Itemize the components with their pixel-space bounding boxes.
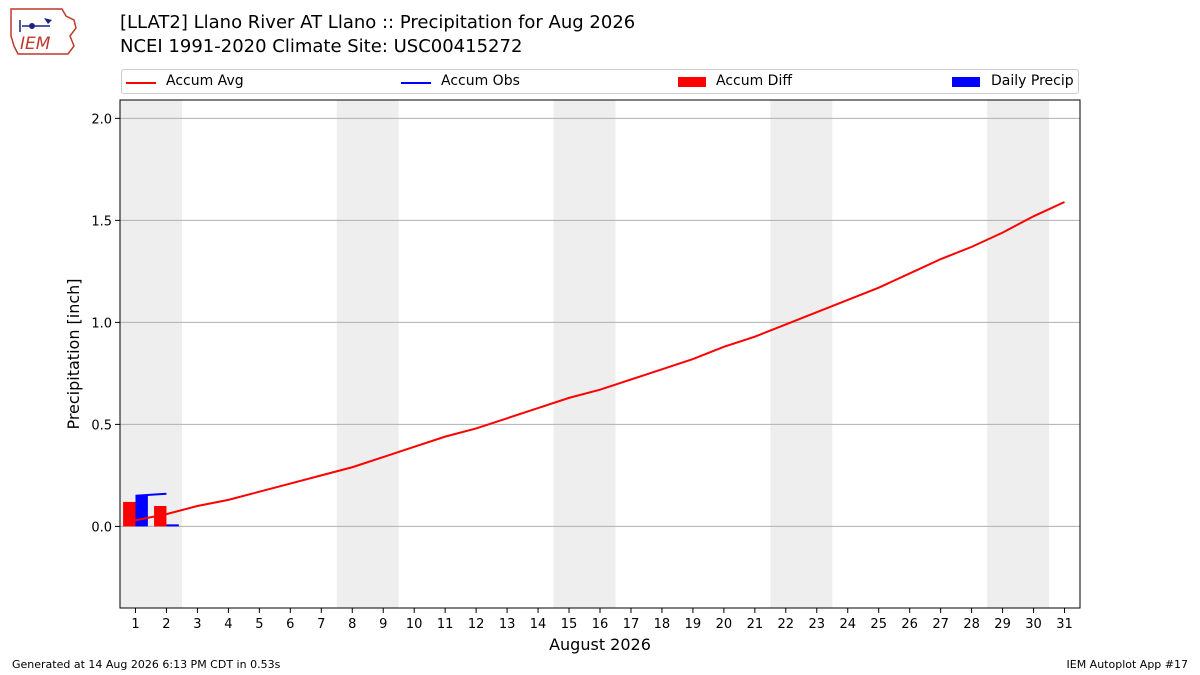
- legend-swatch-accum-avg: [126, 82, 156, 84]
- x-tick-label: 18: [654, 617, 671, 632]
- x-tick-label: 14: [530, 617, 547, 632]
- x-tick-label: 12: [468, 617, 485, 632]
- legend-label-accum-obs: Accum Obs: [441, 73, 520, 89]
- x-tick-label: 13: [499, 617, 516, 632]
- x-tick-label: 16: [592, 617, 609, 632]
- y-tick-label: 0.5: [91, 418, 112, 433]
- x-tick-label: 4: [224, 617, 232, 632]
- iem-logo: IEM: [10, 8, 77, 55]
- legend-label-daily-precip: Daily Precip: [991, 73, 1074, 89]
- weekend-shading: [120, 100, 1050, 608]
- weekend-band: [120, 100, 182, 608]
- x-axis-ticks: 1 2 3 4 5 6 7 8 9 10 11 12 13 14 15 16 17 18 19 20 21 22 23 24 2…: [131, 608, 1073, 632]
- accum-diff-bar: [123, 501, 136, 527]
- x-tick-label: 5: [255, 617, 263, 632]
- legend-label-accum-avg: Accum Avg: [166, 73, 244, 89]
- x-tick-label: 19: [685, 617, 702, 632]
- legend-label-accum-diff: Accum Diff: [716, 73, 793, 89]
- line-series: [135, 201, 1065, 522]
- x-tick-label: 3: [193, 617, 201, 632]
- weekend-band: [553, 100, 616, 608]
- chart-subtitle: NCEI 1991-2020 Climate Site: USC00415272: [120, 36, 523, 57]
- footer-app-text: IEM Autoplot App #17: [1066, 658, 1189, 671]
- x-tick-label: 28: [963, 617, 980, 632]
- accum-obs-line: [135, 492, 167, 497]
- y-axis-label: Precipitation [inch]: [64, 278, 83, 429]
- chart-legend: Accum Avg Accum Obs Accum Diff Daily Pre…: [121, 69, 1079, 94]
- x-tick-label: 23: [809, 617, 826, 632]
- weekend-band: [336, 100, 399, 608]
- x-tick-label: 24: [839, 617, 856, 632]
- legend-swatch-accum-diff: [678, 77, 706, 87]
- x-tick-label: 1: [131, 617, 139, 632]
- gridlines: [120, 117, 1080, 527]
- x-tick-label: 17: [623, 617, 640, 632]
- y-tick-label: 2.0: [91, 112, 112, 127]
- weekend-band: [770, 100, 833, 608]
- x-tick-label: 10: [406, 617, 423, 632]
- x-tick-label: 11: [437, 617, 454, 632]
- y-tick-label: 1.5: [91, 214, 112, 229]
- footer-generated-text: Generated at 14 Aug 2026 6:13 PM CDT in …: [12, 658, 281, 671]
- x-tick-label: 8: [348, 617, 356, 632]
- svg-text:IEM: IEM: [20, 34, 51, 54]
- y-tick-label: 0.0: [91, 520, 112, 535]
- x-axis-label: August 2026: [549, 635, 651, 654]
- x-tick-label: 15: [561, 617, 578, 632]
- x-tick-label: 9: [379, 617, 387, 632]
- x-tick-label: 27: [932, 617, 949, 632]
- legend-swatch-daily-precip: [952, 77, 980, 87]
- x-tick-label: 25: [870, 617, 887, 632]
- x-tick-label: 21: [747, 617, 764, 632]
- accum-avg-line: [135, 201, 1065, 522]
- y-axis-ticks: 0.0 0.5 1.0 1.5 2.0: [91, 112, 120, 535]
- legend-swatch-accum-obs: [401, 82, 431, 84]
- x-tick-label: 30: [1025, 617, 1042, 632]
- x-tick-label: 6: [286, 617, 294, 632]
- x-tick-label: 22: [778, 617, 795, 632]
- weekend-band: [987, 100, 1050, 608]
- x-tick-label: 2: [162, 617, 170, 632]
- daily-precip-bar: [166, 524, 179, 527]
- chart-title: [LLAT2] Llano River AT Llano :: Precipit…: [120, 12, 636, 33]
- x-tick-label: 20: [716, 617, 733, 632]
- x-tick-label: 26: [901, 617, 918, 632]
- x-tick-label: 29: [994, 617, 1011, 632]
- x-tick-label: 31: [1056, 617, 1073, 632]
- y-tick-label: 1.0: [91, 316, 112, 331]
- x-tick-label: 7: [317, 617, 325, 632]
- daily-precip-bar: [135, 495, 148, 527]
